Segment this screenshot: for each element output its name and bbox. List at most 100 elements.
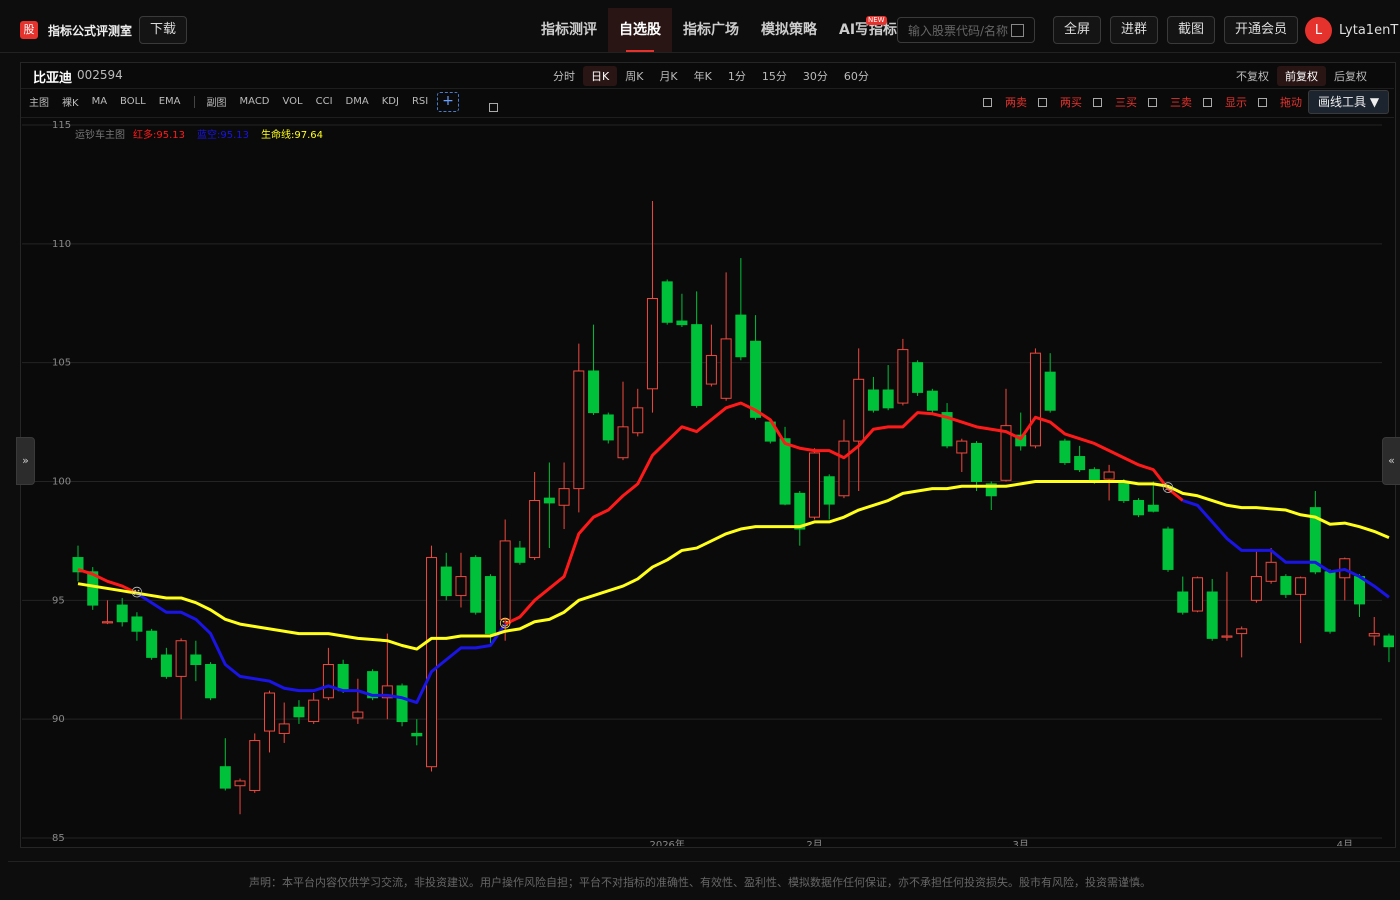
candle-body xyxy=(867,389,879,411)
candle-body xyxy=(308,699,320,723)
toggle-label[interactable]: 两卖 xyxy=(1005,96,1027,109)
logo[interactable]: 股 xyxy=(20,21,38,39)
indicator-tab[interactable]: MA xyxy=(91,96,108,107)
indicator-tab[interactable]: 裸K xyxy=(62,98,79,109)
toggle-label[interactable]: 显示 xyxy=(1225,96,1247,109)
indicator-tab[interactable]: 副图 xyxy=(206,98,227,109)
stock-code: 002594 xyxy=(77,68,123,82)
candle-body xyxy=(337,664,349,692)
toggle[interactable]: 三买 xyxy=(1093,94,1137,110)
indicator-tab[interactable]: EMA xyxy=(158,96,181,107)
candle-body xyxy=(1280,576,1292,595)
indicator-line xyxy=(77,480,1390,651)
checkbox[interactable] xyxy=(1093,97,1102,107)
period-tab[interactable]: 分时 xyxy=(553,70,575,83)
indicator-tab[interactable]: BOLL xyxy=(120,96,146,107)
toggle[interactable]: 三卖 xyxy=(1148,94,1192,110)
adjust-tab[interactable]: 不复权 xyxy=(1236,70,1269,83)
search-box[interactable]: 输入股票代码/名称 xyxy=(897,17,1035,43)
username[interactable]: Lyta1enT xyxy=(1339,23,1399,38)
toggle-label[interactable]: 两买 xyxy=(1060,96,1082,109)
period-tab[interactable]: 月K xyxy=(659,70,678,83)
toggle-label[interactable]: 三买 xyxy=(1115,96,1137,109)
checkbox[interactable] xyxy=(1258,97,1267,107)
toggle-label[interactable]: 拖动 xyxy=(1280,96,1302,109)
candle-body xyxy=(705,355,717,385)
candle-body xyxy=(1177,591,1189,613)
toolbar xyxy=(21,88,1394,118)
candle-body xyxy=(1383,635,1394,648)
period-tab[interactable]: 30分 xyxy=(802,70,828,83)
nav-item[interactable]: 指标广场 xyxy=(683,22,739,38)
adjust-tab[interactable]: 前复权 xyxy=(1277,66,1326,86)
header-button[interactable]: 全屏 xyxy=(1053,16,1102,44)
candle-body xyxy=(691,324,703,406)
candle-body xyxy=(484,576,496,635)
indicator-tab[interactable]: MACD xyxy=(239,96,270,107)
y-tick-label: 115 xyxy=(52,120,71,131)
header-button[interactable]: 截图 xyxy=(1167,16,1216,44)
toggle[interactable]: 拖动 xyxy=(1258,94,1302,110)
candle-body xyxy=(956,440,968,454)
nav-item[interactable]: 模拟策略 xyxy=(761,22,817,38)
candle-body xyxy=(440,566,452,597)
candle-body xyxy=(249,740,261,791)
period-tab[interactable]: 15分 xyxy=(761,70,787,83)
checkbox[interactable] xyxy=(983,97,992,107)
candle-body xyxy=(897,349,909,404)
nav-item[interactable]: 自选股 xyxy=(608,8,672,52)
candle-body xyxy=(1015,434,1027,447)
draw-tool[interactable]: 画线工具 ▼ xyxy=(1308,90,1390,114)
adjust-tab[interactable]: 后复权 xyxy=(1334,70,1367,83)
candle-body xyxy=(219,766,231,789)
toggle-label[interactable]: 三卖 xyxy=(1170,96,1192,109)
chart-panel xyxy=(20,62,1396,848)
toggle[interactable]: 显示 xyxy=(1203,94,1247,110)
period-tab[interactable]: 日K xyxy=(583,66,618,86)
stock-name: 比亚迪 xyxy=(33,71,73,86)
header-button[interactable]: 开通会员 xyxy=(1224,16,1299,44)
indicator-tab[interactable]: RSI xyxy=(411,96,429,107)
checkbox[interactable] xyxy=(1148,97,1157,107)
candle-body xyxy=(72,557,84,573)
period-tab[interactable]: 周K xyxy=(625,70,644,83)
expand-right[interactable]: « xyxy=(1382,437,1400,485)
add-indicator[interactable]: + xyxy=(437,92,459,112)
legend-entry: 蓝空:95.13 xyxy=(197,128,249,141)
checkbox[interactable] xyxy=(1038,97,1047,107)
indicator-tab[interactable]: DMA xyxy=(345,96,369,107)
candle-body xyxy=(617,426,629,459)
period-tab[interactable]: 年K xyxy=(693,70,712,83)
period-tab[interactable]: 60分 xyxy=(843,70,869,83)
y-tick-label: 100 xyxy=(52,477,71,488)
candle-body xyxy=(853,378,865,442)
candle-body xyxy=(809,452,820,518)
period-tab[interactable]: 1分 xyxy=(727,70,746,83)
toggle[interactable]: 两卖 xyxy=(983,94,1027,110)
avatar[interactable]: L xyxy=(1305,17,1332,44)
indicator-tab[interactable]: 主图 xyxy=(29,98,49,109)
candle-body xyxy=(1265,561,1277,582)
app-name[interactable]: 指标公式评测室 xyxy=(48,24,133,38)
toggle[interactable]: 两买 xyxy=(1038,94,1082,110)
candle-body xyxy=(1059,440,1071,463)
candle-body xyxy=(1118,481,1130,502)
candle-body xyxy=(146,630,158,658)
signal-marker: ☺ xyxy=(499,617,512,631)
indicator-tab[interactable]: VOL xyxy=(282,96,303,107)
nav-item[interactable]: AI写指标 xyxy=(839,22,898,38)
candle-body xyxy=(1133,500,1145,516)
plot: 85 90 95 100 105 110 115 2026年 2月 3月 4月 ☹ ☺ ☹ 运钞车主图 红多:… xyxy=(22,120,1394,846)
nav-item[interactable]: 指标测评 xyxy=(541,22,597,38)
indicator-tab[interactable]: CCI xyxy=(315,96,333,107)
checkbox[interactable] xyxy=(1203,97,1212,107)
candle-body xyxy=(514,547,526,563)
header-button[interactable]: 进群 xyxy=(1110,16,1159,44)
candle-body xyxy=(1162,528,1174,570)
candle-body xyxy=(1147,504,1159,512)
download-button[interactable]: 下载 xyxy=(139,16,188,44)
close-icon[interactable] xyxy=(489,97,500,116)
indicator-tab[interactable]: KDJ xyxy=(381,96,399,107)
expand-left[interactable]: » xyxy=(16,437,35,485)
